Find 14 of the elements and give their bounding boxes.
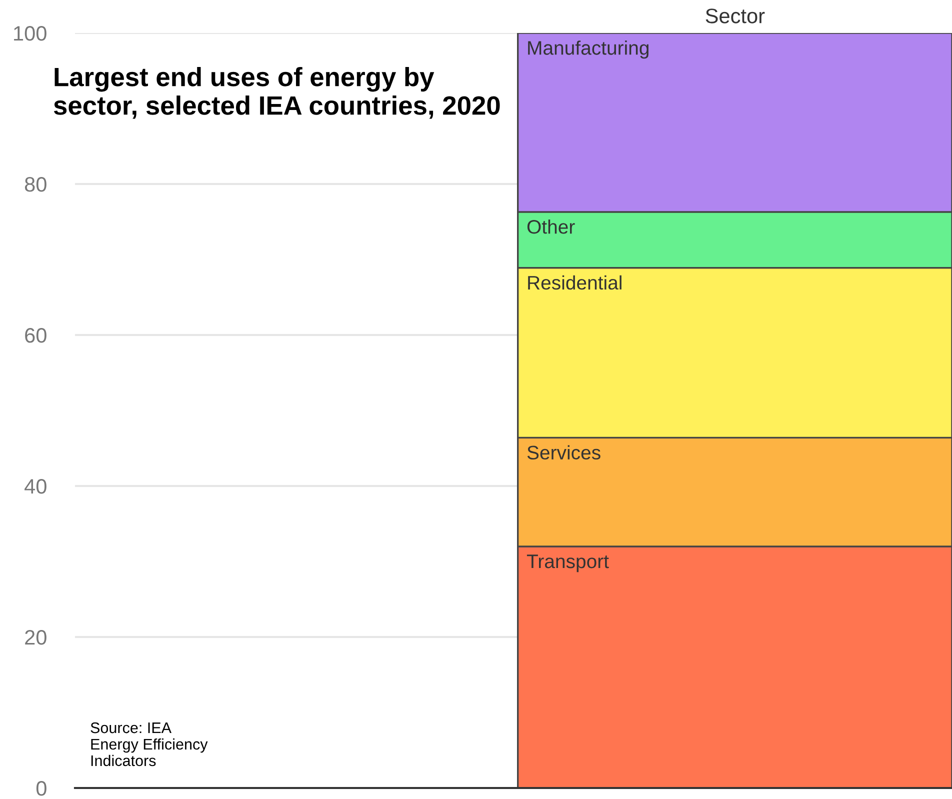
y-tick-label: 80 [24, 177, 46, 192]
series-label: Transport [526, 554, 609, 572]
series-label: Manufacturing [528, 40, 648, 59]
annotation: Source: IEA Energy Efficiency Indicators [90, 722, 208, 766]
series-label: Residential [528, 275, 622, 290]
y-tick-label: 0 [36, 781, 46, 796]
text: Largest end uses of energy by sector, selected IEA countries, 2020 [54, 66, 500, 119]
y-tick-label: 20 [25, 630, 46, 645]
series-label: Other [527, 219, 575, 234]
series-label: Services [527, 445, 600, 460]
x-tick-label: Sector [706, 8, 765, 24]
y-tick-label: 100 [14, 26, 46, 41]
y-tick-label: 40 [24, 479, 46, 494]
y-tick-label: 60 [25, 328, 46, 343]
